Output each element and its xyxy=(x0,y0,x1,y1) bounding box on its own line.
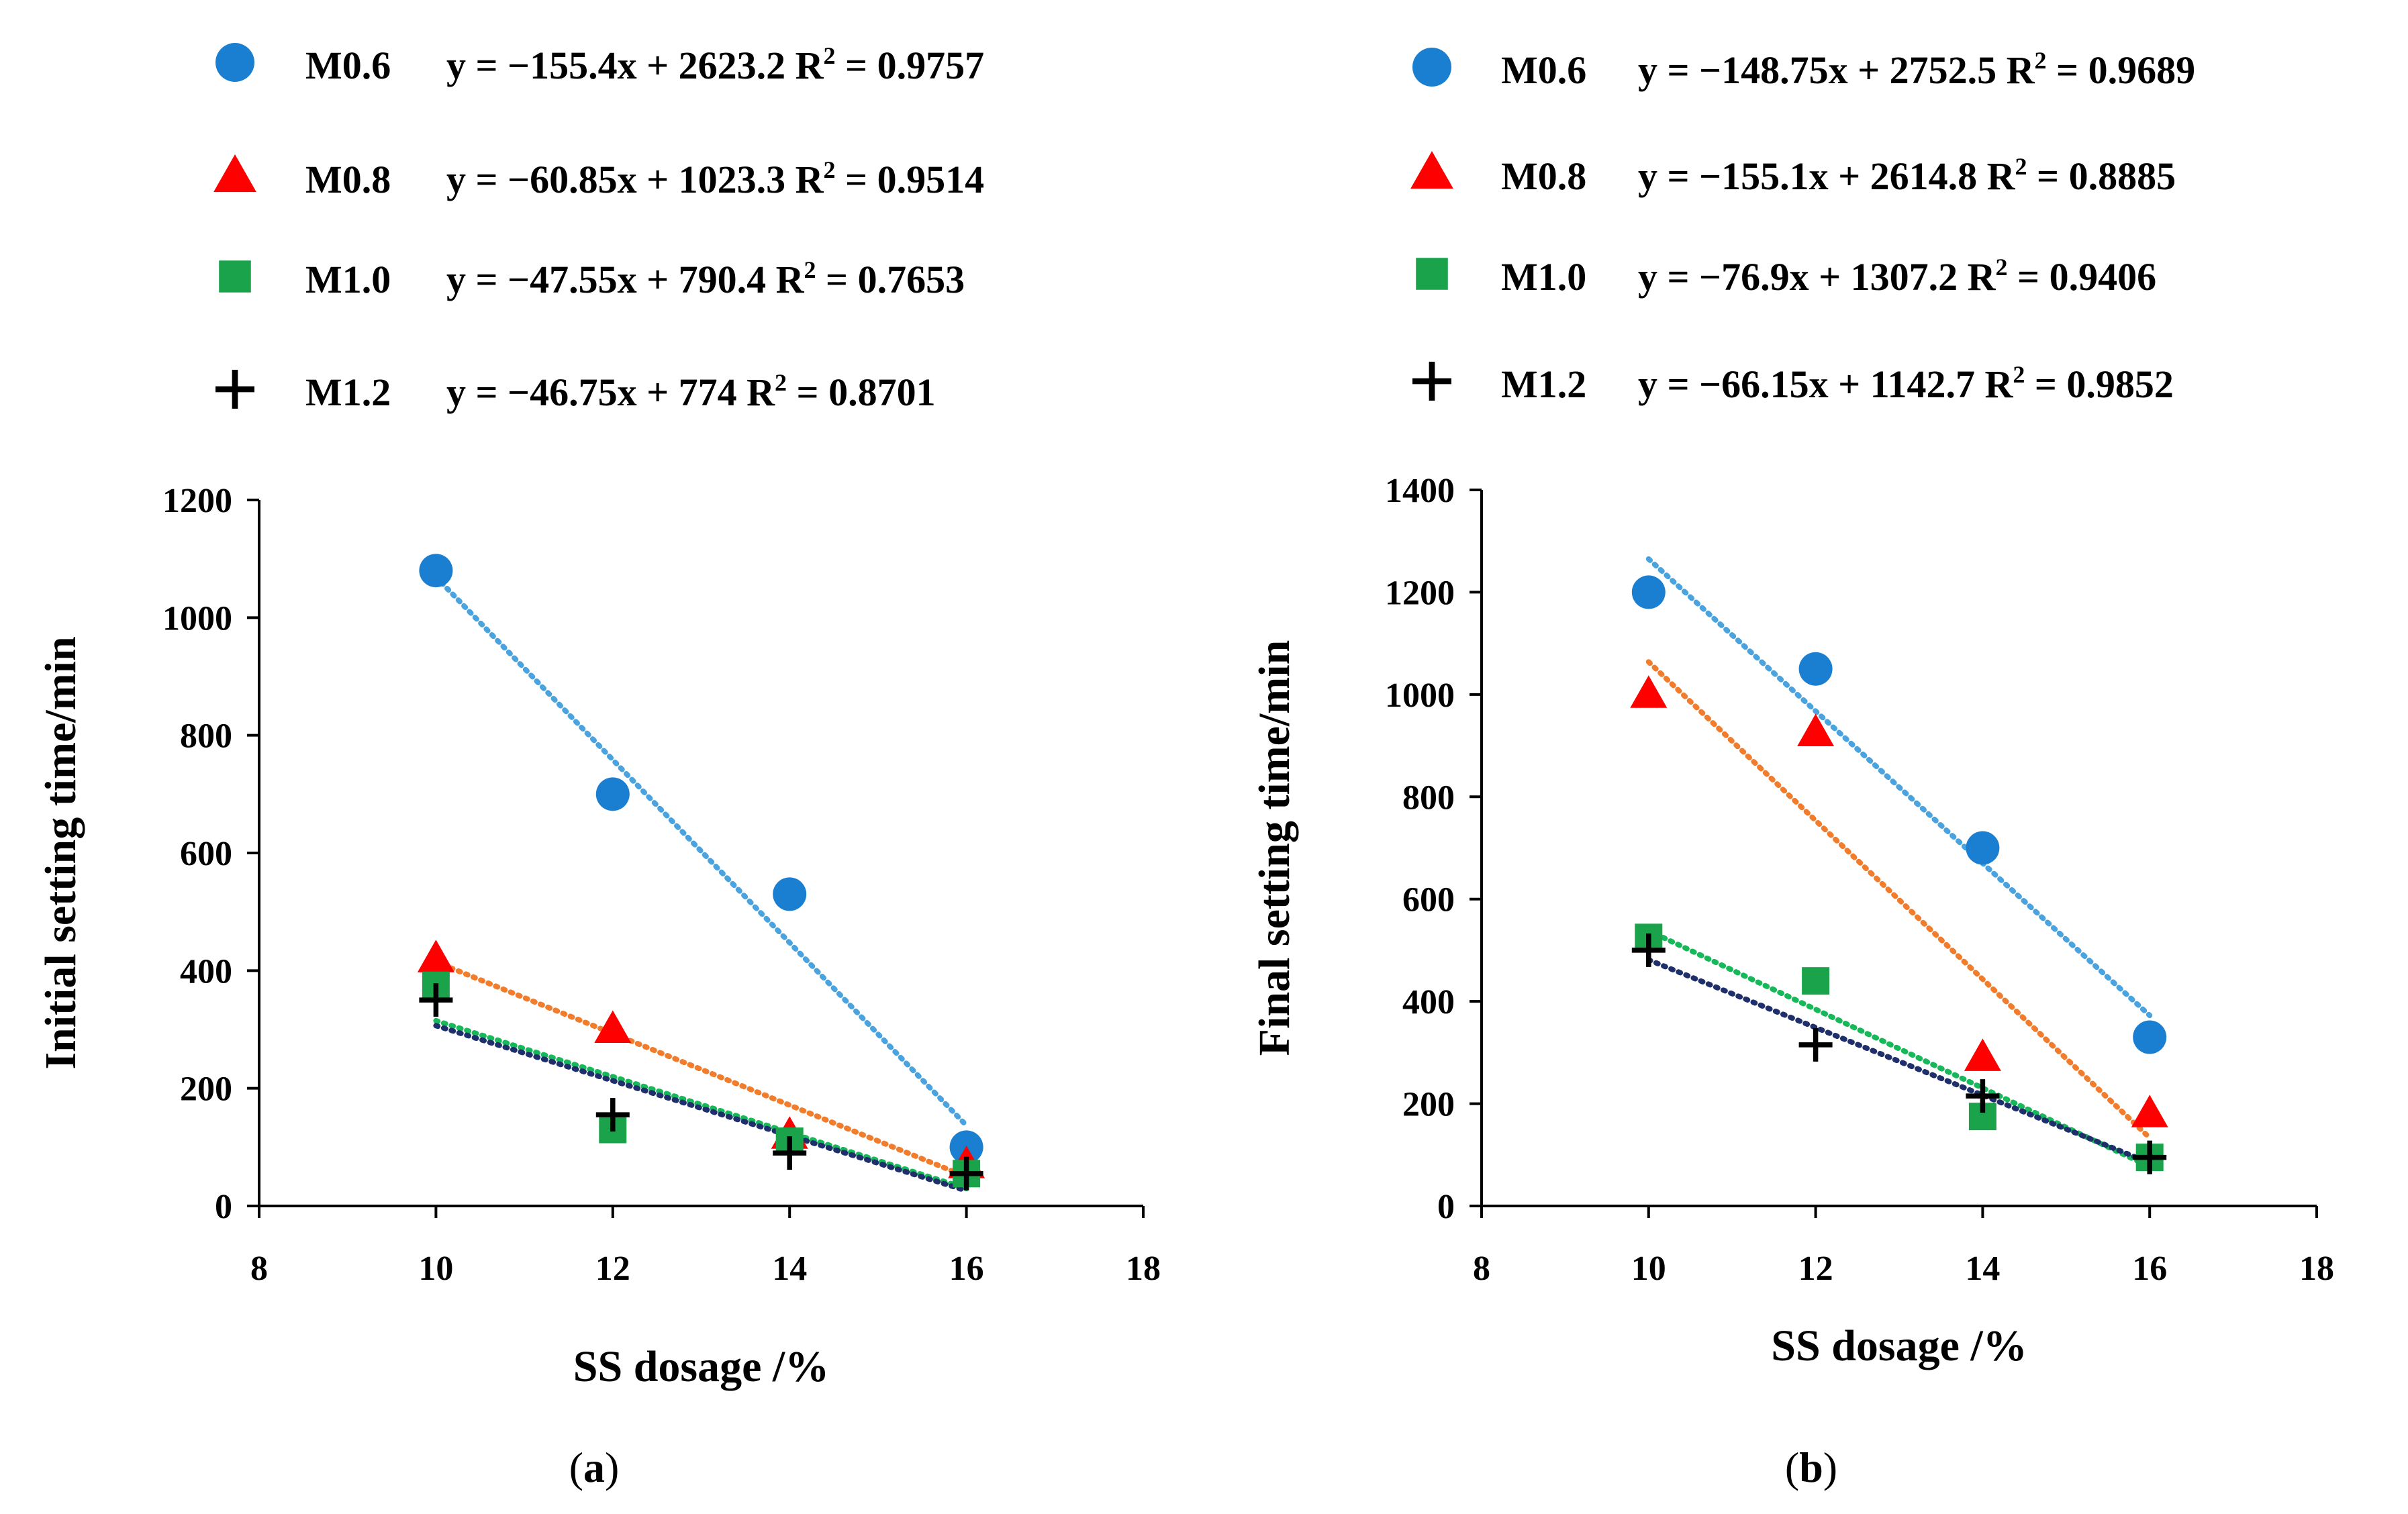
legend-series-name: M0.8 xyxy=(305,158,391,201)
legend-series-name: M0.6 xyxy=(1501,48,1586,92)
data-point-M1.0 xyxy=(1802,967,1830,995)
x-tick-label: 12 xyxy=(1798,1250,1833,1288)
data-point-M0.8 xyxy=(2131,1095,2168,1127)
legend-equation: y = −76.9x + 1307.2 R2 = 0.9406 xyxy=(1638,254,2156,299)
x-tick-label: 16 xyxy=(949,1250,984,1288)
legend-series-name: M1.2 xyxy=(305,370,391,414)
legend-equation: y = −155.1x + 2614.8 R2 = 0.8885 xyxy=(1638,153,2176,198)
data-point-M0.6 xyxy=(419,554,453,588)
legend-series-name: M1.0 xyxy=(1501,255,1586,299)
data-point-M1.2 xyxy=(595,1098,630,1132)
legend-marker-square xyxy=(219,260,251,293)
data-point-M1.2 xyxy=(949,1156,983,1191)
legend-marker-square xyxy=(1416,258,1448,290)
legend-series-name: M0.8 xyxy=(1501,154,1586,198)
x-tick-label: 8 xyxy=(1473,1250,1490,1288)
x-tick-label: 18 xyxy=(1126,1250,1161,1288)
y-tick-label: 200 xyxy=(180,1070,232,1109)
legend-series-name: M1.2 xyxy=(1501,362,1586,406)
x-tick-label: 16 xyxy=(2132,1250,2167,1288)
data-point-M0.8 xyxy=(594,1010,632,1043)
x-tick-label: 18 xyxy=(2299,1250,2334,1288)
legend-equation: y = −47.55x + 790.4 R2 = 0.7653 xyxy=(446,256,965,301)
data-point-M0.6 xyxy=(1631,575,1666,609)
legend-marker-circle xyxy=(1412,48,1451,87)
legend-equation: y = −148.75x + 2752.5 R2 = 0.9689 xyxy=(1638,47,2195,92)
data-point-M0.6 xyxy=(1966,831,2000,865)
x-tick-label: 14 xyxy=(772,1250,807,1288)
data-point-M0.8 xyxy=(1797,713,1835,746)
panel-label: (b) xyxy=(1785,1444,1837,1491)
y-tick-label: 600 xyxy=(180,835,232,873)
data-point-M1.2 xyxy=(773,1136,807,1170)
y-tick-label: 200 xyxy=(1402,1086,1455,1124)
x-axis-title: SS dosage /% xyxy=(573,1342,829,1391)
data-point-M0.8 xyxy=(1964,1038,2001,1071)
trendline-M0.6 xyxy=(1645,556,2153,1019)
legend-equation: y = −60.85x + 1023.3 R2 = 0.9514 xyxy=(446,156,984,201)
data-point-M1.2 xyxy=(1798,1027,1833,1062)
legend-series-name: M0.6 xyxy=(305,44,391,87)
panel-b: M0.6 y = −148.75x + 2752.5 R2 = 0.9689 M0.… xyxy=(1250,47,2334,1491)
y-tick-label: 1000 xyxy=(162,599,232,638)
panel-label: (a) xyxy=(569,1444,620,1491)
legend-marker-plus xyxy=(215,370,254,409)
y-tick-label: 1400 xyxy=(1385,472,1455,510)
trendline-M0.8 xyxy=(1645,659,2153,1141)
legend-marker-circle xyxy=(215,43,254,82)
x-tick-label: 8 xyxy=(250,1250,268,1288)
legend-equation: y = −66.15x + 1142.7 R2 = 0.9852 xyxy=(1638,361,2174,406)
legend-marker-triangle xyxy=(1410,150,1453,189)
data-point-M1.2 xyxy=(2133,1140,2167,1174)
legend-marker-triangle xyxy=(213,154,256,193)
legend-equation: y = −46.75x + 774 R2 = 0.8701 xyxy=(446,369,936,414)
y-tick-label: 600 xyxy=(1402,881,1455,919)
x-tick-label: 10 xyxy=(418,1250,453,1288)
legend-marker-plus xyxy=(1412,362,1451,401)
y-tick-label: 1200 xyxy=(1385,574,1455,612)
data-point-M0.6 xyxy=(595,777,630,811)
x-tick-label: 14 xyxy=(1965,1250,2000,1288)
data-point-M1.2 xyxy=(419,983,453,1017)
trendline-M0.6 xyxy=(433,574,969,1129)
y-tick-label: 800 xyxy=(180,717,232,756)
trendline-M0.8 xyxy=(433,959,969,1180)
trendline-M1.2 xyxy=(433,1023,969,1194)
y-axis-title: Initial setting time/min xyxy=(36,636,85,1069)
panel-a: M0.6 y = −155.4x + 2623.2 R2 = 0.9757 M0.8… xyxy=(36,42,1161,1491)
y-tick-label: 1000 xyxy=(1385,676,1455,715)
data-point-M1.2 xyxy=(1966,1079,2000,1113)
x-tick-label: 12 xyxy=(595,1250,630,1288)
y-tick-label: 800 xyxy=(1402,778,1455,817)
y-tick-label: 400 xyxy=(1402,983,1455,1021)
data-point-M1.2 xyxy=(1631,933,1666,967)
data-point-M0.6 xyxy=(773,877,807,911)
y-tick-label: 400 xyxy=(180,952,232,991)
y-axis-title: Final setting time/min xyxy=(1250,640,1299,1056)
legend-series-name: M1.0 xyxy=(305,258,391,301)
trendline-M1.2 xyxy=(1645,957,2153,1166)
x-tick-label: 10 xyxy=(1631,1250,1666,1288)
x-axis-title: SS dosage /% xyxy=(1771,1321,2027,1370)
data-point-M0.8 xyxy=(1630,675,1668,708)
y-tick-label: 0 xyxy=(215,1188,232,1226)
data-point-M0.6 xyxy=(1798,652,1833,686)
legend-equation: y = −155.4x + 2623.2 R2 = 0.9757 xyxy=(446,42,984,87)
y-tick-label: 0 xyxy=(1437,1188,1455,1226)
y-tick-label: 1200 xyxy=(162,482,232,520)
data-point-M0.8 xyxy=(417,940,454,972)
data-point-M0.6 xyxy=(2133,1020,2167,1054)
